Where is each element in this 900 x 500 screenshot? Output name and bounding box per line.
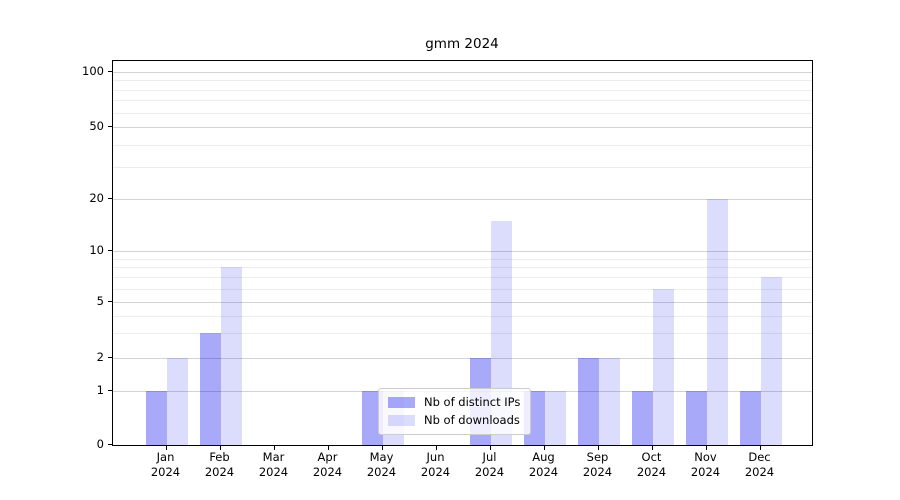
- gridline-6: [113, 288, 812, 290]
- gridline-3: [113, 333, 812, 335]
- y-tick-label-0: 0: [96, 436, 104, 451]
- y-tick-label-100: 100: [82, 64, 104, 78]
- x-tick-label-dec: Dec 2024: [744, 450, 775, 479]
- gridline-60: [113, 112, 812, 114]
- bar-distinct-ips-oct: [631, 391, 653, 445]
- bar-downloads-aug: [544, 391, 566, 445]
- x-tick-label-nov: Nov 2024: [690, 450, 721, 479]
- gridline-70: [113, 100, 812, 102]
- x-tick-label-oct: Oct 2024: [636, 450, 667, 479]
- bar-distinct-ips-feb: [199, 333, 221, 445]
- legend-entry-distinct-ips: Nb of distinct IPs: [388, 396, 520, 409]
- gridline-80: [113, 89, 812, 91]
- x-tick-mark-oct: [651, 446, 653, 450]
- legend-label-downloads: Nb of downloads: [424, 413, 520, 427]
- x-tick-label-sep: Sep 2024: [582, 450, 613, 479]
- gridline-9: [113, 258, 812, 260]
- y-tick-mark-2: [108, 357, 112, 358]
- legend-label-distinct-ips: Nb of distinct IPs: [424, 395, 521, 409]
- gridline-10: [113, 251, 812, 252]
- bar-distinct-ips-dec: [739, 391, 761, 445]
- x-tick-mark-may: [381, 446, 383, 450]
- y-tick-mark-100: [108, 71, 112, 72]
- x-tick-label-feb: Feb 2024: [204, 450, 235, 479]
- plot-area: Nb of distinct IPs Nb of downloads: [112, 60, 813, 446]
- bar-distinct-ips-sep: [577, 358, 599, 445]
- legend: Nb of distinct IPs Nb of downloads: [378, 388, 532, 435]
- y-tick-label-2: 2: [96, 350, 104, 364]
- y-tick-label-5: 5: [96, 294, 104, 308]
- x-tick-mark-sep: [597, 446, 599, 450]
- legend-swatch-downloads: [388, 415, 415, 426]
- y-tick-mark-20: [108, 198, 112, 199]
- chart-title: gmm 2024: [425, 36, 499, 52]
- x-tick-label-aug: Aug 2024: [528, 450, 559, 479]
- y-tick-label-10: 10: [89, 243, 104, 257]
- gridline-8: [113, 267, 812, 269]
- x-tick-label-jun: Jun 2024: [420, 450, 451, 479]
- y-tick-label-50: 50: [89, 119, 104, 133]
- y-tick-mark-50: [108, 126, 112, 127]
- bar-downloads-dec: [760, 277, 782, 445]
- y-tick-mark-5: [108, 301, 112, 302]
- bar-distinct-ips-nov: [685, 391, 707, 445]
- y-tick-label-1: 1: [96, 383, 104, 397]
- bar-distinct-ips-may: [361, 391, 383, 445]
- bar-downloads-oct: [652, 288, 674, 445]
- y-tick-label-20: 20: [89, 191, 104, 205]
- y-tick-mark-10: [108, 250, 112, 251]
- x-tick-mark-dec: [759, 446, 761, 450]
- gridline-50: [113, 127, 812, 128]
- gridline-100: [113, 72, 812, 73]
- x-tick-mark-aug: [543, 446, 545, 450]
- y-tick-mark-1: [108, 390, 112, 391]
- bar-distinct-ips-jan: [145, 391, 167, 445]
- x-tick-label-jul: Jul 2024: [474, 450, 505, 479]
- gridline-2: [113, 358, 812, 359]
- gridline-4: [113, 315, 812, 317]
- gridline-5: [113, 302, 812, 303]
- x-tick-mark-feb: [219, 446, 221, 450]
- x-tick-label-mar: Mar 2024: [258, 450, 289, 479]
- bar-downloads-feb: [220, 267, 242, 445]
- legend-entry-downloads: Nb of downloads: [388, 414, 520, 427]
- x-tick-mark-nov: [705, 446, 707, 450]
- x-tick-mark-jan: [165, 446, 167, 450]
- x-tick-label-jan: Jan 2024: [150, 450, 181, 479]
- bar-downloads-nov: [706, 199, 728, 445]
- x-tick-label-may: May 2024: [366, 450, 397, 479]
- x-tick-mark-jul: [489, 446, 491, 450]
- gridline-20: [113, 199, 812, 200]
- x-tick-mark-apr: [327, 446, 329, 450]
- y-tick-mark-0: [108, 443, 112, 445]
- gridline-90: [113, 80, 812, 82]
- x-tick-label-apr: Apr 2024: [312, 450, 343, 479]
- bar-downloads-jan: [166, 358, 188, 445]
- gridline-7: [113, 277, 812, 279]
- legend-swatch-distinct-ips: [388, 397, 415, 408]
- x-tick-mark-jun: [435, 446, 437, 450]
- bar-downloads-sep: [598, 358, 620, 445]
- gridline-40: [113, 144, 812, 146]
- x-tick-mark-mar: [273, 446, 275, 450]
- gridline-30: [113, 167, 812, 169]
